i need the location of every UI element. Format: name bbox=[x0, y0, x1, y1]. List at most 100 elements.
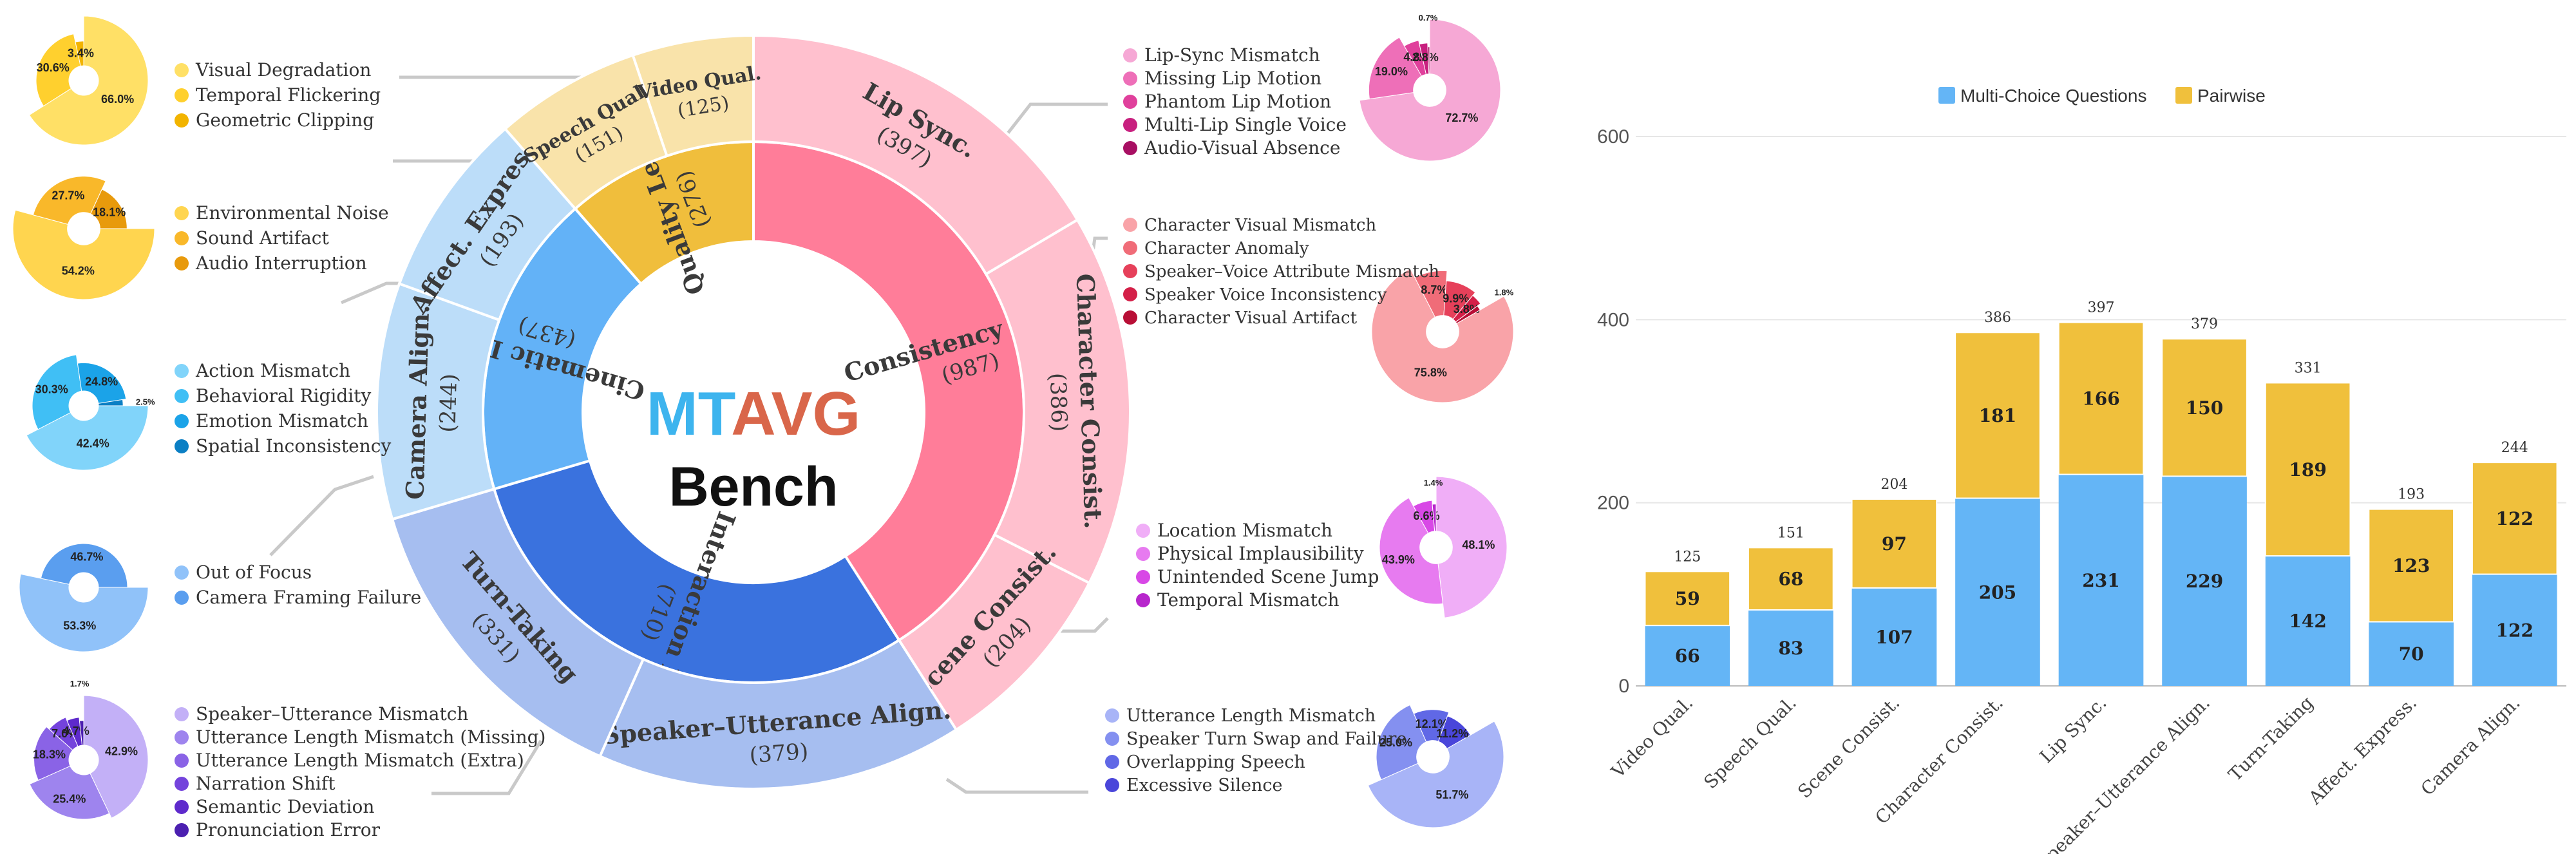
bar-label-mcq-affect-express: 70 bbox=[2399, 643, 2424, 665]
legend-swatch-char-0 bbox=[1123, 218, 1137, 232]
bar-pairwise-speaker-utterance-align bbox=[2161, 338, 2248, 477]
bar-label-pairwise-character-consist: 181 bbox=[1979, 405, 2016, 426]
bar-legend: Multi-Choice Questions Pairwise bbox=[1938, 86, 2266, 106]
center-logo: MTAVG Bench bbox=[647, 379, 860, 518]
y-tick-400: 400 bbox=[1597, 309, 1629, 330]
legend-item-spatial-inconsistency: Spatial Inconsistency bbox=[196, 435, 391, 457]
legend-item-overlapping-speech: Overlapping Speech bbox=[1126, 752, 1305, 772]
legend-item-physical-implausibility: Physical Implausibility bbox=[1157, 543, 1364, 564]
minipie-slice-turn-1 bbox=[29, 765, 110, 820]
minipie-label-scene-1: 43.9% bbox=[1382, 553, 1415, 566]
minipie-label-cam-1: 46.7% bbox=[70, 551, 103, 564]
legend-item-sound-artifact: Sound Artifact bbox=[196, 227, 329, 249]
x-tick-speech-qual: Speech Qual. bbox=[1700, 692, 1801, 793]
minipie-label-affect-0: 42.4% bbox=[77, 437, 109, 450]
bar-label-mcq-character-consist: 205 bbox=[1979, 582, 2016, 603]
legend-swatch-scene-2 bbox=[1136, 570, 1150, 584]
minipie-slice-scene-3 bbox=[1432, 504, 1437, 532]
outer-label-cam: Camera Align. (244) bbox=[400, 304, 462, 500]
x-tick-lip-sync: Lip Sync. bbox=[2036, 692, 2111, 768]
legend-item-speaker-voice-inconsistency: Speaker Voice Inconsistency bbox=[1144, 285, 1387, 305]
bar-pairwise-video-qual bbox=[1644, 571, 1731, 627]
legend-swatch-affect-2 bbox=[175, 414, 189, 428]
minipie-label-lip-0: 72.7% bbox=[1445, 111, 1478, 124]
legend-swatch-turn-3 bbox=[175, 777, 189, 791]
logo-mt: MT bbox=[647, 379, 735, 448]
legend-swatch-turn-5 bbox=[175, 823, 189, 837]
minipie-slice-scene-0 bbox=[1435, 476, 1508, 618]
minipie-slice-char-2 bbox=[1443, 280, 1476, 320]
legend-item-speaker-turn-swap-and-failure: Speaker Turn Swap and Failure bbox=[1126, 729, 1406, 749]
callout-line-turn bbox=[431, 739, 543, 795]
legend-swatch-affect-0 bbox=[175, 364, 189, 378]
legend-swatch-speech-0 bbox=[175, 206, 189, 220]
minipie-label-lip-1: 19.0% bbox=[1375, 65, 1408, 78]
bar-mcq-lip-sync bbox=[2058, 474, 2144, 686]
legend-swatch-lip-4 bbox=[1123, 141, 1137, 155]
minipie-label-char-1: 8.7% bbox=[1421, 283, 1447, 296]
bar-label-mcq-speech-qual: 83 bbox=[1778, 638, 1803, 659]
legend-item-temporal-flickering: Temporal Flickering bbox=[196, 84, 381, 106]
bar-total-character-consist: 386 bbox=[1984, 310, 2011, 326]
minipie-label-affect-3: 2.5% bbox=[136, 397, 155, 406]
bar-mcq-affect-express bbox=[2369, 622, 2454, 686]
legend-item-emotion-mismatch: Emotion Mismatch bbox=[196, 410, 368, 432]
bar-legend-multi-choice-questions: Multi-Choice Questions bbox=[1960, 86, 2146, 106]
bar-legend-swatch-0 bbox=[1938, 87, 1955, 104]
bar-total-video-qual: 125 bbox=[1674, 549, 1701, 565]
legend-swatch-turn-2 bbox=[175, 754, 189, 768]
x-tick-speaker-utterance-align: Speaker–Utterance Align. bbox=[2032, 692, 2214, 854]
bar-label-pairwise-scene-consist: 97 bbox=[1882, 533, 1907, 555]
minipie-slice-speech-0 bbox=[12, 209, 155, 300]
minipie-slice-turn-2 bbox=[33, 726, 73, 781]
bar-label-pairwise-video-qual: 59 bbox=[1675, 588, 1700, 609]
minipie-turn: 42.9%25.4%18.3%7.0%4.7%1.7% bbox=[29, 679, 149, 820]
bar-label-pairwise-lip-sync: 166 bbox=[2082, 388, 2119, 410]
minipie-label-spk-1: 25.0% bbox=[1379, 736, 1412, 749]
legend-speech: Environmental Noise Sound Artifact Audio I… bbox=[175, 202, 389, 274]
minipie-slice-cam-0 bbox=[19, 573, 149, 652]
minipie-slice-char-1 bbox=[1414, 270, 1448, 318]
minipie-affect: 42.4% 30.3% 24.8% 2.5% bbox=[26, 354, 155, 471]
minipie-label-scene-0: 48.1% bbox=[1462, 538, 1495, 551]
legend-swatch-scene-0 bbox=[1136, 524, 1150, 538]
minipie-slice-turn-5 bbox=[79, 720, 84, 746]
legend-swatch-scene-1 bbox=[1136, 547, 1150, 561]
bar-mcq-scene-consist bbox=[1852, 587, 1937, 686]
bar-label-mcq-scene-consist: 107 bbox=[1875, 627, 1913, 648]
legend-item-utterance-length-mismatch-extra: Utterance Length Mismatch (Extra) bbox=[196, 750, 524, 771]
legend-swatch-affect-1 bbox=[175, 389, 189, 403]
minipie-label-video-0: 66.0% bbox=[101, 93, 134, 106]
minipie-label-lip-4: 0.7% bbox=[1419, 13, 1438, 23]
outer-segment-lip bbox=[752, 33, 1079, 276]
subcategory-legends: Visual Degradation Temporal Flickering Geo… bbox=[175, 44, 1439, 840]
legend-item-out-of-focus: Out of Focus bbox=[196, 562, 312, 583]
minipie-label-video-2: 3.4% bbox=[68, 46, 94, 59]
minipie-label-speech-0: 54.2% bbox=[62, 264, 95, 277]
outer-segment-char bbox=[984, 218, 1132, 585]
minipie-slice-video-2 bbox=[75, 41, 84, 67]
legend-video: Visual Degradation Temporal Flickering Geo… bbox=[175, 59, 381, 131]
minipie-slice-lip-0 bbox=[1359, 19, 1501, 162]
minipie-slice-speech-1 bbox=[32, 176, 106, 225]
bar-total-speech-qual: 151 bbox=[1777, 525, 1804, 541]
bar-label-mcq-turn-taking: 142 bbox=[2289, 611, 2326, 632]
minipie-label-char-2: 9.9% bbox=[1443, 292, 1469, 305]
minipie-label-cam-0: 53.3% bbox=[63, 620, 96, 632]
legend-cam: Out of Focus Camera Framing Failure bbox=[175, 562, 421, 608]
subcategory-pies: 66.0% 30.6% 3.4% 54.2% 27.7% 18.1% 42.4% 30.3% 2… bbox=[12, 13, 1514, 828]
bar-legend-pairwise: Pairwise bbox=[2197, 86, 2266, 106]
legend-swatch-turn-0 bbox=[175, 707, 189, 721]
legend-item-pronunciation-error: Pronunciation Error bbox=[196, 819, 381, 840]
minipie-label-turn-1: 25.4% bbox=[53, 792, 86, 805]
legend-char: Character Visual Mismatch Character Anoma… bbox=[1123, 216, 1439, 328]
bar-label-pairwise-camera-align: 122 bbox=[2496, 508, 2533, 529]
outer-count-char: (386) bbox=[1045, 372, 1072, 432]
minipie-label-turn-4: 4.7% bbox=[63, 725, 90, 737]
minipie-lip: 72.7%19.0%4.8%2.8%0.7% bbox=[1359, 13, 1501, 162]
legend-swatch-char-3 bbox=[1123, 287, 1137, 301]
minipie-slice-lip-4 bbox=[1427, 46, 1430, 75]
legend-item-phantom-lip-motion: Phantom Lip Motion bbox=[1144, 91, 1331, 112]
legend-item-narration-shift: Narration Shift bbox=[196, 773, 336, 794]
